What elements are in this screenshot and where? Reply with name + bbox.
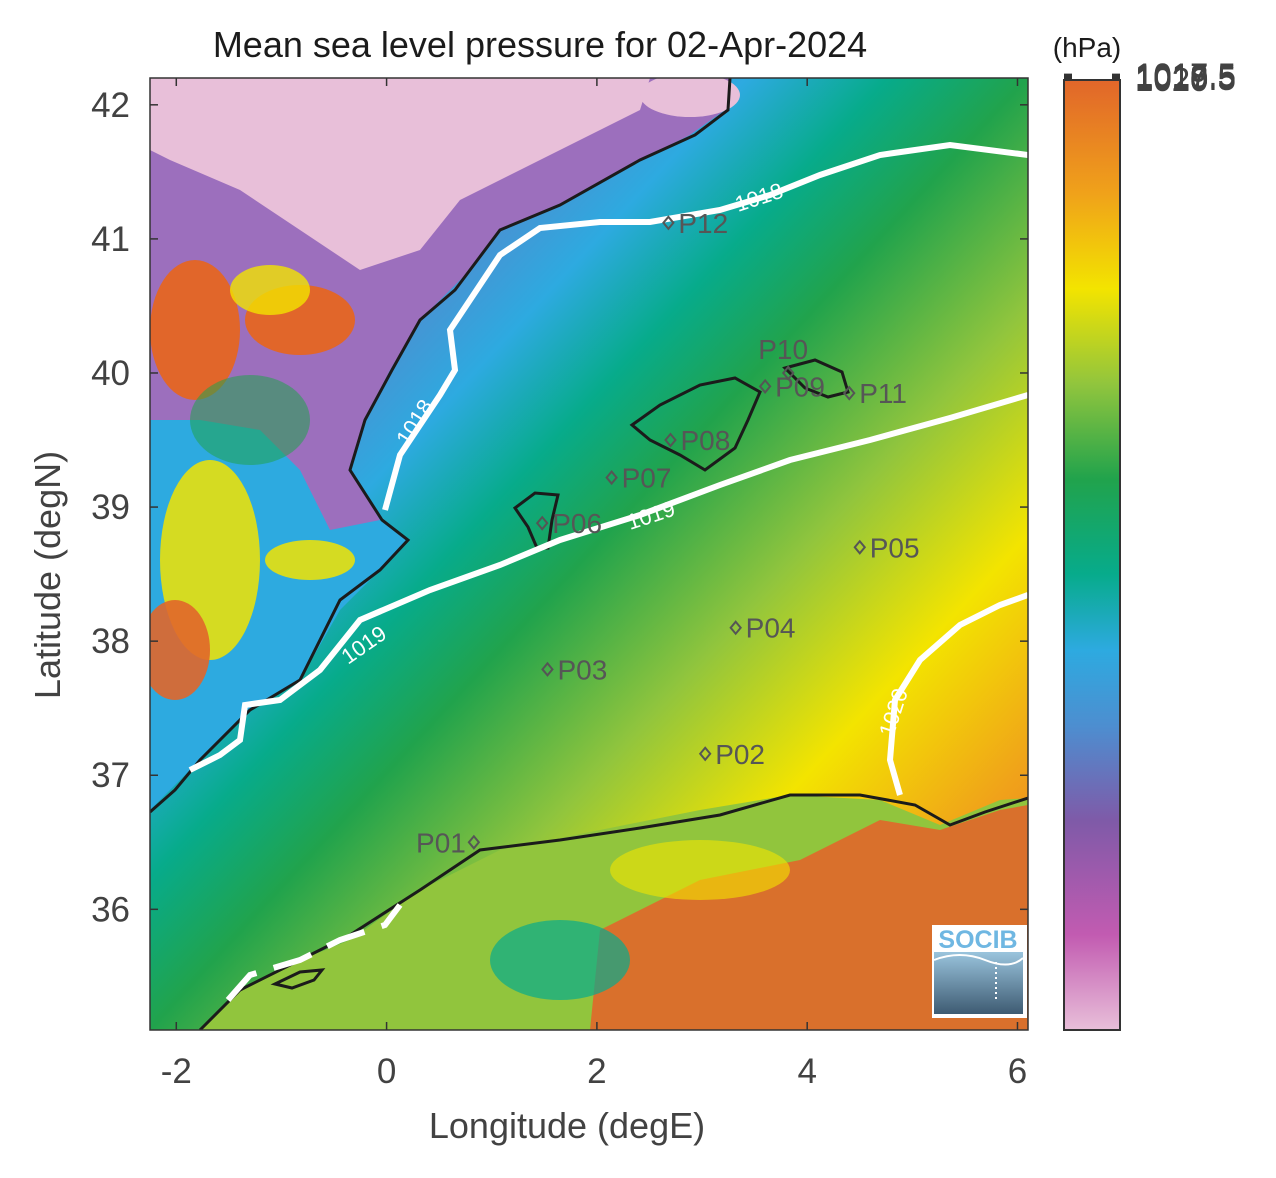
station-label: P07 [622, 463, 672, 494]
alboran-islet-coast [270, 968, 326, 990]
contour-1019-line [188, 392, 1028, 773]
y-tick-label: 40 [91, 354, 130, 393]
colorbar-unit-label: (hPa) [1053, 32, 1121, 63]
station-p10: P10 [758, 334, 808, 381]
station-p12: P12 [662, 208, 728, 239]
station-marker-icon [698, 746, 712, 762]
land-orange-patch-1 [150, 260, 240, 400]
plot-frame [149, 77, 1029, 1031]
station-label: P10 [758, 334, 808, 365]
station-marker-icon [662, 215, 675, 231]
station-label: P01 [416, 827, 466, 858]
station-marker-icon [467, 834, 481, 850]
contour-1020-line [886, 592, 1028, 796]
station-label: P03 [557, 654, 607, 685]
station-p09: P09 [758, 371, 825, 402]
mallorca-coast [629, 376, 762, 472]
station-label: P08 [680, 425, 730, 456]
y-axis-ticks: 36 37 38 39 40 41 42 [91, 86, 1028, 929]
station-label: P05 [870, 532, 920, 563]
colorbar-tick-label: 1018 [1135, 57, 1208, 94]
iberia-pink-zone [150, 78, 650, 270]
station-label: P12 [678, 208, 728, 239]
station-marker-icon [842, 385, 856, 401]
x-tick-label: 4 [797, 1052, 816, 1091]
x-tick-label: 0 [377, 1052, 396, 1091]
station-p06: P06 [535, 508, 602, 539]
station-label: P06 [552, 508, 602, 539]
colorbar-tick-label: 1019.5 [1135, 60, 1236, 97]
contour-1020-africa-line [225, 903, 403, 1002]
y-tick-label: 37 [91, 756, 130, 795]
y-tick-label: 42 [91, 86, 130, 125]
x-axis-label: Longitude (degE) [429, 1105, 705, 1146]
pressure-field [150, 78, 1028, 1030]
logo-wave-panel [934, 952, 1023, 1014]
colorbar-tick-label: 1019 [1135, 59, 1208, 96]
station-marker-icon [664, 432, 677, 448]
contour-1018-line [382, 141, 1028, 511]
station-p11: P11 [842, 378, 907, 409]
land-orange-patch-3 [150, 600, 210, 700]
station-marker-icon [605, 470, 618, 486]
station-p05: P05 [853, 532, 920, 563]
station-markers: P01 P02 P03 P04 P05 P06 P07 P08 P09 P10 P11 P12 [416, 208, 920, 858]
station-label: P02 [715, 739, 765, 770]
ibiza-coast [512, 491, 560, 550]
x-tick-label: 2 [587, 1052, 606, 1091]
pink-patch-ne [640, 78, 740, 117]
station-p08: P08 [664, 425, 730, 456]
station-p07: P07 [605, 463, 672, 494]
colorbar-tick-label: 1018.5 [1135, 58, 1236, 95]
colorbar [1063, 79, 1121, 1031]
y-axis-label: Latitude (degN) [27, 451, 68, 699]
x-axis-ticks: -2 0 2 4 6 [161, 78, 1027, 1091]
station-marker-icon [535, 515, 549, 531]
station-marker-icon [541, 661, 554, 677]
y-tick-label: 39 [91, 488, 130, 527]
menorca-coast [782, 358, 850, 399]
station-marker-icon [781, 365, 795, 381]
station-marker-icon [853, 539, 867, 555]
land-yellow-patch-1 [230, 265, 310, 315]
station-p04: P04 [729, 613, 796, 644]
y-tick-label: 36 [91, 890, 130, 929]
socib-logo: SOCIB [932, 925, 1027, 1018]
land-yellow-patch-3 [265, 540, 355, 580]
station-p03: P03 [541, 654, 607, 685]
colorbar-tick-label: 1020 [1135, 61, 1208, 98]
africa-teal-patch [490, 920, 630, 1000]
logo-wave-line [933, 954, 1024, 966]
africa-orange-zone [590, 805, 1028, 1030]
land-green-patch [190, 375, 310, 465]
station-p01: P01 [416, 827, 481, 858]
africa-coastline [198, 793, 1028, 1030]
africa-yellow-patch [610, 840, 790, 900]
y-tick-label: 41 [91, 220, 130, 259]
map-title: Mean sea level pressure for 02-Apr-2024 [213, 24, 867, 65]
pressure-contours [188, 141, 1028, 1002]
station-marker-icon [729, 620, 742, 636]
colorbar-tick-label: 1017.5 [1135, 56, 1236, 93]
logo-text: SOCIB [938, 926, 1017, 954]
y-tick-label: 38 [91, 622, 130, 661]
station-label: P04 [746, 613, 796, 644]
station-label: P09 [775, 371, 825, 402]
station-p02: P02 [698, 739, 765, 770]
station-label: P11 [859, 378, 907, 409]
station-marker-icon [758, 378, 772, 394]
x-tick-label: 6 [1008, 1052, 1027, 1091]
x-tick-label: -2 [161, 1052, 192, 1091]
